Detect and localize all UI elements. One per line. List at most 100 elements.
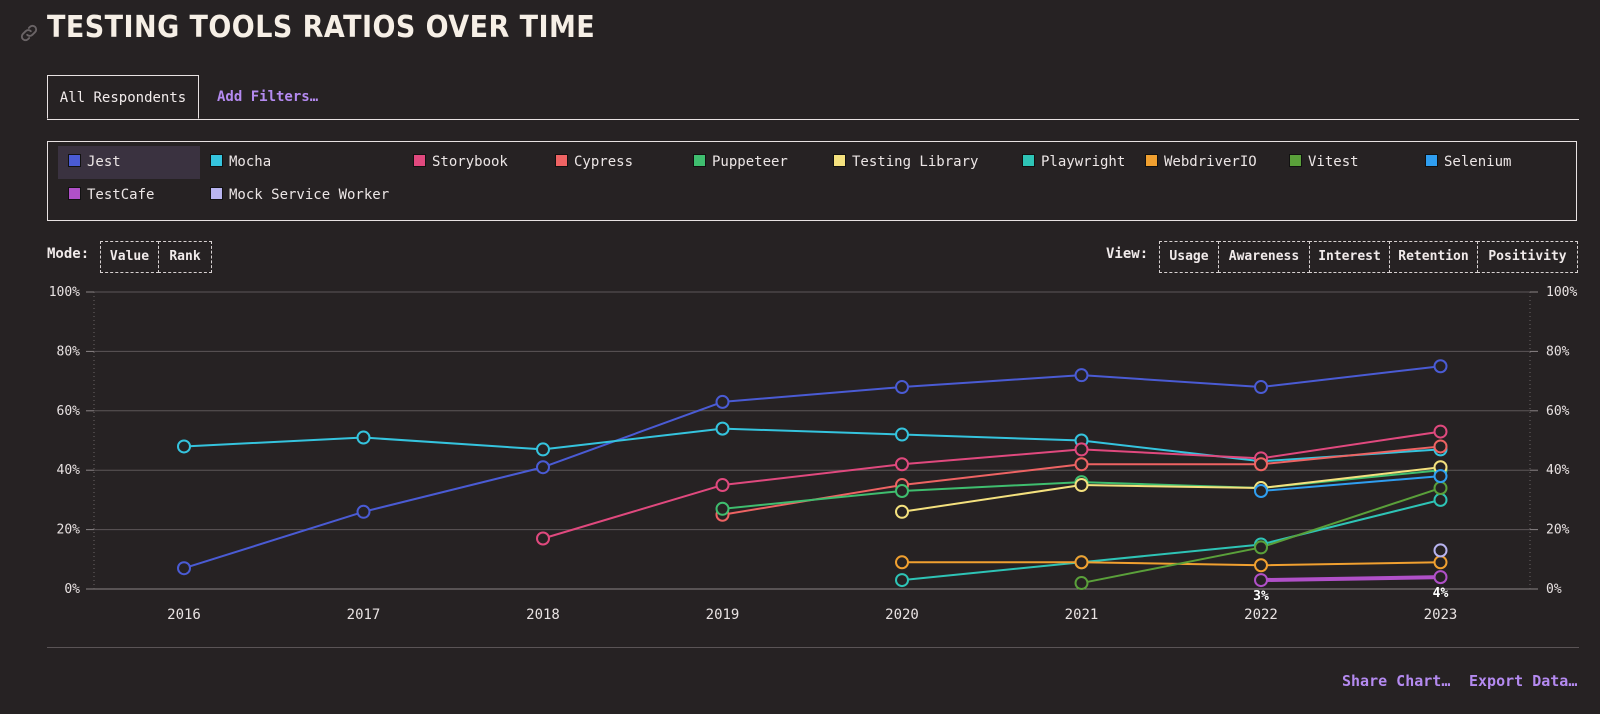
legend-swatch bbox=[1022, 154, 1035, 167]
view-interest-button[interactable]: Interest bbox=[1309, 241, 1390, 273]
point-mocha-2020 bbox=[895, 427, 909, 442]
legend-swatch bbox=[693, 154, 706, 167]
export-data-link[interactable]: Export Data… bbox=[1469, 672, 1578, 690]
legend-swatch bbox=[413, 154, 426, 167]
view-awareness-button[interactable]: Awareness bbox=[1218, 241, 1310, 273]
page-title: TESTING TOOLS RATIOS OVER TIME bbox=[47, 10, 596, 45]
point-mock-service-worker-2023 bbox=[1433, 543, 1448, 558]
point-storybook-2018 bbox=[536, 531, 550, 546]
point-cypress-2023 bbox=[1433, 439, 1448, 454]
legend-item-cypress[interactable]: Cypress bbox=[545, 146, 685, 179]
legend-label: TestCafe bbox=[87, 187, 155, 203]
y-tick-label-left: 100% bbox=[49, 285, 80, 300]
y-tick-label-right: 20% bbox=[1546, 523, 1570, 538]
legend-swatch bbox=[833, 154, 846, 167]
legend-item-playwright[interactable]: Playwright bbox=[1012, 146, 1142, 179]
point-jest-2020 bbox=[895, 380, 909, 395]
legend-swatch bbox=[1289, 154, 1302, 167]
footer-divider bbox=[47, 647, 1579, 648]
point-vitest-2021 bbox=[1074, 576, 1089, 591]
x-tick-label-2021: 2021 bbox=[1065, 607, 1099, 620]
link-icon[interactable] bbox=[18, 22, 40, 44]
legend-item-testcafe[interactable]: TestCafe bbox=[58, 179, 200, 212]
legend-swatch bbox=[210, 154, 223, 167]
legend-item-puppeteer[interactable]: Puppeteer bbox=[683, 146, 823, 179]
series-line-storybook bbox=[542, 430, 1441, 540]
point-jest-2021 bbox=[1074, 368, 1089, 383]
legend-item-selenium[interactable]: Selenium bbox=[1415, 146, 1535, 179]
x-tick-label-2022: 2022 bbox=[1244, 607, 1278, 620]
point-testing-library-2020 bbox=[895, 504, 909, 519]
y-tick-label-right: 60% bbox=[1546, 404, 1570, 419]
point-storybook-2023 bbox=[1433, 424, 1448, 439]
view-label: View: bbox=[1106, 246, 1149, 262]
view-positivity-button[interactable]: Positivity bbox=[1477, 241, 1578, 273]
point-mocha-2016 bbox=[177, 439, 191, 454]
y-tick-label-right: 100% bbox=[1546, 285, 1577, 300]
legend-item-jest[interactable]: Jest bbox=[58, 146, 200, 179]
y-tick-label-right: 0% bbox=[1546, 582, 1562, 597]
legend-item-webdriverio[interactable]: WebdriverIO bbox=[1135, 146, 1265, 179]
point-webdriverio-2020 bbox=[895, 555, 909, 570]
point-puppeteer-2019 bbox=[715, 501, 730, 516]
line-chart: 0% 0% 20% 20% 40% 40% 60% 60% 80% 80% 100% 100% 2016… bbox=[49, 285, 1578, 620]
point-mocha-2018 bbox=[536, 442, 550, 457]
view-retention-button[interactable]: Retention bbox=[1389, 241, 1478, 273]
series-line-testing-library bbox=[901, 466, 1441, 513]
y-tick-label-right: 80% bbox=[1546, 344, 1570, 359]
point-webdriverio-2022 bbox=[1254, 558, 1268, 573]
legend-label: Mocha bbox=[229, 154, 272, 170]
legend-swatch bbox=[1145, 154, 1158, 167]
y-tick-label-left: 40% bbox=[57, 463, 81, 478]
share-chart-link[interactable]: Share Chart… bbox=[1342, 672, 1451, 690]
point-jest-2022 bbox=[1254, 380, 1268, 395]
point-mocha-2019 bbox=[715, 421, 730, 436]
y-tick-label-left: 80% bbox=[57, 344, 81, 359]
point-selenium-2022 bbox=[1254, 483, 1268, 498]
data-label-testcafe-2022: 3% bbox=[1253, 589, 1269, 604]
point-storybook-2020 bbox=[895, 457, 909, 472]
legend-swatch bbox=[210, 187, 223, 200]
series-line-selenium bbox=[1260, 475, 1441, 492]
point-puppeteer-2020 bbox=[895, 483, 909, 498]
legend-label: Selenium bbox=[1444, 154, 1512, 170]
data-label-testcafe-2023: 4% bbox=[1433, 586, 1449, 601]
legend-item-storybook[interactable]: Storybook bbox=[403, 146, 543, 179]
point-vitest-2023 bbox=[1433, 481, 1448, 496]
legend-label: Storybook bbox=[432, 154, 508, 170]
point-testcafe-2022 bbox=[1254, 573, 1268, 588]
x-tick-label-2019: 2019 bbox=[706, 607, 740, 620]
point-jest-2016 bbox=[177, 561, 191, 576]
x-tick-label-2017: 2017 bbox=[347, 607, 381, 620]
point-cypress-2021 bbox=[1074, 457, 1089, 472]
mode-value-button[interactable]: Value bbox=[100, 241, 159, 273]
legend-label: Cypress bbox=[574, 154, 634, 170]
point-testing-library-2021 bbox=[1074, 478, 1089, 493]
point-testcafe-2023 bbox=[1433, 570, 1448, 585]
legend-item-vitest[interactable]: Vitest bbox=[1279, 146, 1369, 179]
point-vitest-2022 bbox=[1254, 540, 1268, 555]
x-tick-label-2016: 2016 bbox=[167, 607, 201, 620]
point-storybook-2021 bbox=[1074, 442, 1089, 457]
point-cypress-2022 bbox=[1254, 457, 1268, 472]
point-webdriverio-2021 bbox=[1074, 555, 1089, 570]
point-jest-2019 bbox=[715, 394, 730, 409]
point-playwright-2020 bbox=[895, 573, 909, 588]
legend-label: Puppeteer bbox=[712, 154, 788, 170]
filter-tabs: All Respondents Add Filters… bbox=[47, 75, 1579, 120]
point-selenium-2023 bbox=[1433, 469, 1448, 484]
legend-swatch bbox=[68, 187, 81, 200]
series-line-mocha bbox=[183, 427, 1441, 463]
legend-item-mocha[interactable]: Mocha bbox=[200, 146, 390, 179]
legend-item-mock-service-worker[interactable]: Mock Service Worker bbox=[200, 179, 420, 212]
add-filters-link[interactable]: Add Filters… bbox=[217, 89, 319, 105]
mode-label: Mode: bbox=[47, 246, 90, 262]
legend-label: Playwright bbox=[1041, 154, 1126, 170]
view-usage-button[interactable]: Usage bbox=[1159, 241, 1219, 273]
legend-label: Testing Library bbox=[852, 154, 979, 170]
mode-rank-button[interactable]: Rank bbox=[158, 241, 212, 273]
series-line-playwright bbox=[901, 498, 1441, 582]
legend-item-testing-library[interactable]: Testing Library bbox=[823, 146, 993, 179]
legend-swatch bbox=[1425, 154, 1438, 167]
tab-all-respondents[interactable]: All Respondents bbox=[47, 75, 199, 119]
